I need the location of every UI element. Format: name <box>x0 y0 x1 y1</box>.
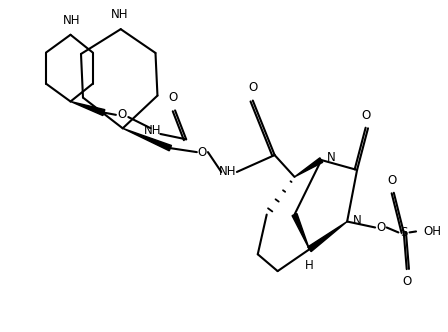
Polygon shape <box>70 102 105 116</box>
Text: NH: NH <box>111 8 129 21</box>
Text: NH: NH <box>63 14 80 27</box>
Text: O: O <box>168 91 177 104</box>
Text: O: O <box>376 221 386 234</box>
Text: OH: OH <box>424 225 442 238</box>
Text: O: O <box>198 146 207 159</box>
Text: O: O <box>361 109 370 122</box>
Text: S: S <box>400 226 407 239</box>
Polygon shape <box>308 221 347 252</box>
Text: NH: NH <box>219 165 237 178</box>
Polygon shape <box>294 158 323 177</box>
Text: O: O <box>117 108 126 121</box>
Text: O: O <box>248 81 258 94</box>
Text: O: O <box>387 174 396 188</box>
Polygon shape <box>123 128 172 151</box>
Text: N: N <box>327 151 336 164</box>
Text: O: O <box>402 275 411 289</box>
Text: H: H <box>305 259 314 272</box>
Polygon shape <box>292 213 310 249</box>
Text: NH: NH <box>144 124 162 137</box>
Text: N: N <box>353 214 362 227</box>
